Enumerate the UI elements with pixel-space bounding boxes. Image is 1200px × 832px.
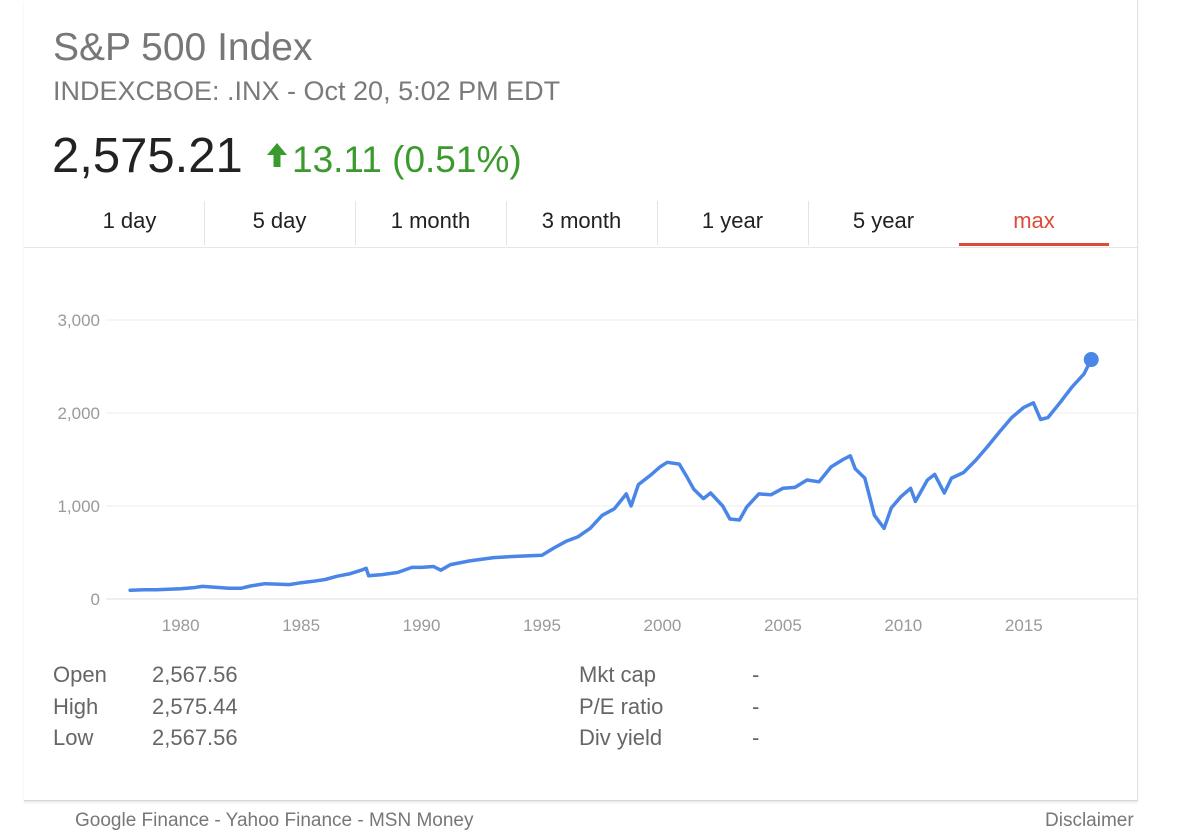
tab-1-month[interactable]: 1 month bbox=[355, 201, 506, 245]
arrow-up-icon bbox=[267, 143, 287, 167]
tab-1-day[interactable]: 1 day bbox=[102, 208, 157, 233]
y-tick-label: 3,000 bbox=[57, 311, 100, 330]
page-title: S&P 500 Index bbox=[53, 26, 313, 69]
stat-open-value: 2,567.56 bbox=[152, 662, 238, 687]
y-tick-label: 1,000 bbox=[57, 497, 100, 516]
stat-div-yield-label: Div yield bbox=[579, 725, 663, 750]
x-tick-label: 1980 bbox=[162, 616, 200, 635]
y-tick-label: 2,000 bbox=[57, 404, 100, 423]
stat-high-value: 2,575.44 bbox=[152, 694, 238, 719]
last-value-marker bbox=[1083, 352, 1099, 368]
ticker-subtitle: INDEXCBOE: .INX - Oct 20, 5:02 PM EDT bbox=[53, 76, 561, 106]
stat-mkt-cap-value: - bbox=[752, 662, 760, 687]
x-tick-label: 1985 bbox=[282, 616, 320, 635]
y-tick-label: 0 bbox=[91, 590, 100, 609]
footer-sources[interactable]: Google Finance - Yahoo Finance - MSN Mon… bbox=[75, 810, 474, 831]
x-tick-label: 2015 bbox=[1005, 616, 1043, 635]
x-tick-label: 1990 bbox=[403, 616, 441, 635]
stat-pe-ratio-value: - bbox=[752, 694, 760, 719]
current-price: 2,575.21 bbox=[52, 129, 243, 183]
tab-5-day[interactable]: 5 day bbox=[204, 201, 355, 245]
x-tick-label: 2000 bbox=[644, 616, 682, 635]
series-line bbox=[128, 357, 1093, 592]
price-chart[interactable]: 0 1,000 2,000 3,000 1980 1985 1990 1995 2000 2005… bbox=[24, 0, 1137, 660]
x-tick-label: 2010 bbox=[884, 616, 922, 635]
range-tabs: 1 day 5 day 1 month 3 month 1 year 5 yea… bbox=[24, 201, 1137, 248]
stat-low-label: Low bbox=[53, 725, 94, 750]
disclaimer-link[interactable]: Disclaimer bbox=[1045, 810, 1134, 831]
tab-5-year[interactable]: 5 year bbox=[808, 201, 959, 245]
tab-3-month[interactable]: 3 month bbox=[506, 201, 657, 245]
price-change: 13.11 (0.51%) bbox=[266, 139, 522, 181]
tab-max[interactable]: max bbox=[959, 201, 1109, 246]
stat-mkt-cap-label: Mkt cap bbox=[579, 662, 657, 687]
stat-low-value: 2,567.56 bbox=[152, 725, 238, 750]
footer: Google Finance - Yahoo Finance - MSN Mon… bbox=[0, 808, 1200, 831]
stat-pe-ratio-label: P/E ratio bbox=[579, 694, 664, 719]
stat-div-yield-value: - bbox=[752, 725, 760, 750]
stat-high-label: High bbox=[53, 694, 99, 719]
tab-1-year[interactable]: 1 year bbox=[657, 201, 808, 245]
x-tick-label: 1995 bbox=[523, 616, 561, 635]
x-tick-label: 2005 bbox=[764, 616, 802, 635]
stat-open-label: Open bbox=[53, 662, 107, 687]
price-change-value: 13.11 (0.51%) bbox=[292, 139, 522, 180]
finance-card: S&P 500 Index INDEXCBOE: .INX - Oct 20, … bbox=[24, 0, 1138, 801]
